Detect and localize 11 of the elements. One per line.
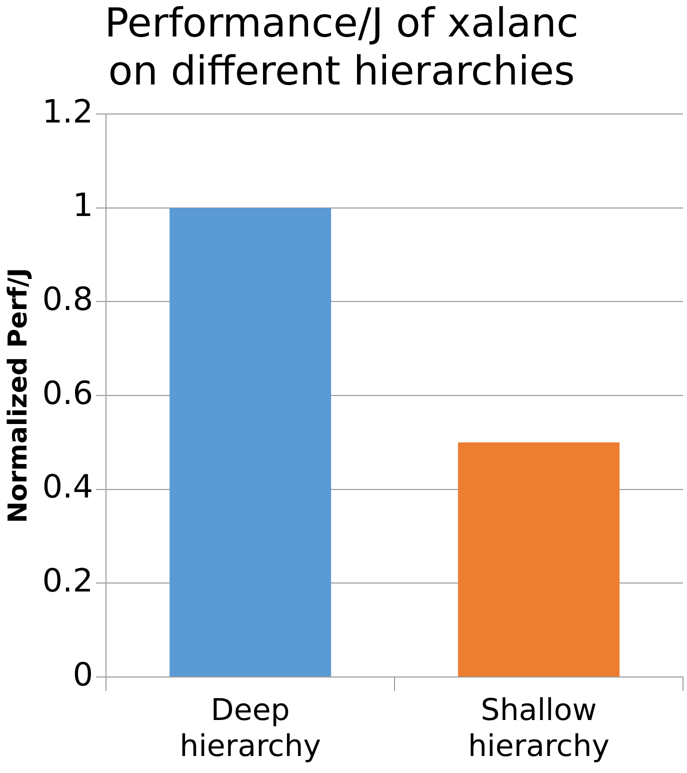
y-tick-label: 1.2: [42, 92, 94, 130]
y-tick-label: 0.8: [42, 280, 94, 318]
y-tick-label: 0.4: [42, 468, 94, 506]
y-tick-label: 0.2: [42, 561, 94, 600]
y-axis-title: Normalized Perf/J: [3, 268, 34, 524]
y-tick-label: 1: [72, 186, 94, 224]
y-tick-label: 0: [72, 655, 94, 694]
x-tick-label: Shallow hierarchy: [468, 692, 610, 764]
x-tick-label: Deep hierarchy: [180, 692, 322, 764]
chart-title: Performance/J of xalanc on different hierarchies: [104, 0, 578, 94]
y-tick-label: 0.6: [42, 374, 94, 412]
